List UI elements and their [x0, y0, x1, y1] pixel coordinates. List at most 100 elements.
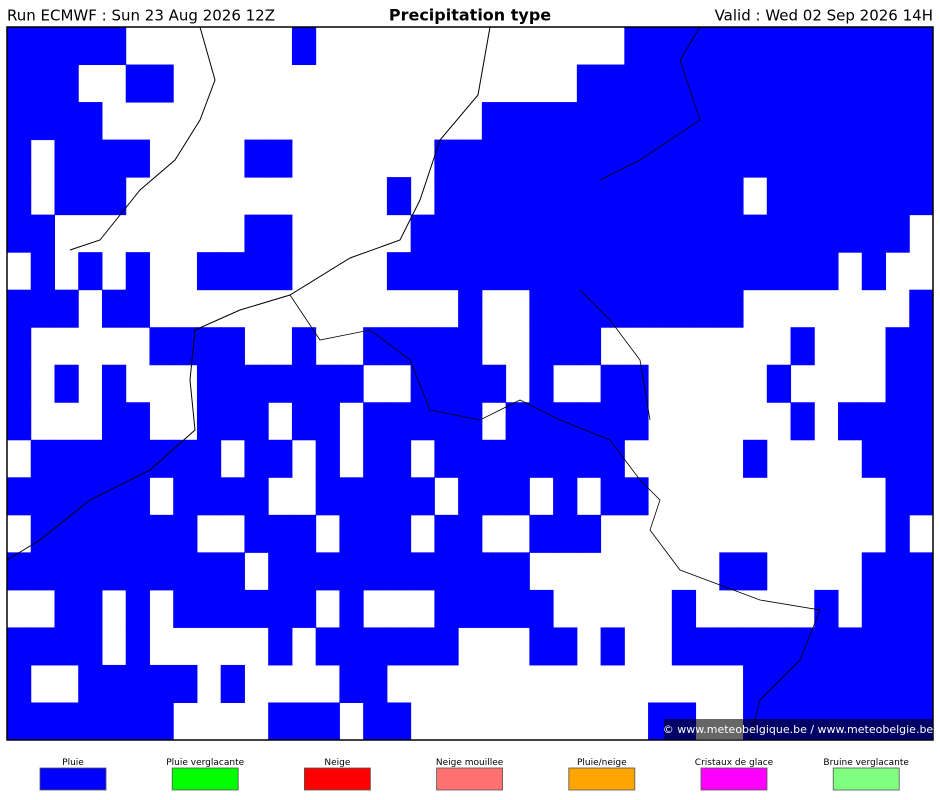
legend-swatch	[832, 767, 900, 791]
rain-cell	[339, 589, 364, 628]
rain-cell	[481, 552, 507, 591]
rain-cell	[458, 552, 483, 591]
rain-cell	[244, 439, 269, 478]
rain-cell	[909, 177, 934, 216]
rain-cell	[766, 102, 792, 141]
rain-cell	[268, 252, 293, 291]
rain-cell	[244, 514, 269, 553]
rain-cell	[909, 477, 934, 516]
rain-cell	[885, 627, 910, 666]
rain-cell	[78, 514, 103, 553]
rain-cell	[600, 102, 625, 141]
rain-cell	[695, 214, 720, 253]
rain-cell	[363, 439, 388, 478]
rain-cell	[386, 477, 412, 516]
rain-cell	[838, 177, 863, 216]
rain-cell	[458, 589, 483, 628]
rain-cell	[386, 702, 412, 741]
copyright: © www.meteobelgique.be / www.meteobelgie…	[663, 723, 934, 736]
rain-cell	[885, 552, 910, 591]
rain-cell	[363, 627, 388, 666]
rain-cell	[600, 439, 625, 478]
rain-cell	[101, 514, 127, 553]
rain-cell	[695, 177, 720, 216]
rain-cell	[648, 139, 673, 178]
rain-cell	[861, 139, 887, 178]
rain-cell	[315, 627, 340, 666]
rain-cell	[125, 289, 150, 328]
rain-cell	[885, 589, 910, 628]
rain-cell	[814, 252, 839, 291]
rain-cell	[268, 514, 293, 553]
rain-cell	[600, 214, 625, 253]
rain-cell	[553, 289, 578, 328]
rain-cell	[7, 102, 32, 141]
rain-cell	[743, 64, 768, 103]
rain-cell	[363, 402, 388, 441]
rain-cell	[458, 252, 483, 291]
rain-cell	[624, 214, 649, 253]
rain-cell	[30, 289, 55, 328]
rain-cell	[885, 477, 910, 516]
rain-cell	[671, 214, 697, 253]
rain-cell	[30, 439, 55, 478]
rain-cell	[30, 64, 55, 103]
rain-cell	[553, 102, 578, 141]
rain-cell	[814, 627, 839, 666]
rain-cell	[339, 364, 364, 403]
legend-label: Pluie/neige	[577, 758, 627, 768]
rain-cell	[790, 664, 815, 703]
rain-cell	[244, 139, 269, 178]
rain-cell	[54, 627, 79, 666]
rain-cell	[30, 514, 55, 553]
rain-cell	[909, 27, 934, 66]
rain-cell	[529, 289, 554, 328]
rain-cell	[624, 477, 649, 516]
rain-cell	[505, 477, 530, 516]
legend-label: Pluie	[62, 758, 84, 768]
rain-cell	[790, 214, 815, 253]
rain-cell	[78, 552, 103, 591]
rain-cell	[885, 102, 910, 141]
rain-cell	[78, 627, 103, 666]
rain-cell	[529, 364, 554, 403]
rain-cell	[7, 664, 32, 703]
rain-cell	[719, 177, 744, 216]
rain-cell	[743, 439, 768, 478]
rain-cell	[101, 664, 127, 703]
rain-cell	[553, 139, 578, 178]
rain-cell	[196, 589, 222, 628]
rain-cell	[125, 702, 150, 741]
rain-cell	[386, 627, 412, 666]
rain-cell	[7, 627, 32, 666]
rain-cell	[149, 439, 174, 478]
legend-label: Neige mouillee	[436, 758, 504, 768]
rain-cell	[576, 139, 602, 178]
rain-cell	[529, 402, 554, 441]
rain-cell	[268, 589, 293, 628]
rain-cell	[814, 214, 839, 253]
rain-cell	[410, 252, 435, 291]
rain-cell	[766, 627, 792, 666]
rain-cell	[54, 27, 79, 66]
rain-cell	[766, 27, 792, 66]
rain-cell	[125, 402, 150, 441]
legend-swatch	[700, 767, 768, 791]
rain-cell	[244, 589, 269, 628]
rain-cell	[885, 664, 910, 703]
rain-cell	[244, 214, 269, 253]
rain-cell	[54, 364, 79, 403]
rain-cell	[885, 177, 910, 216]
rain-cell	[196, 477, 222, 516]
rain-cell	[339, 552, 364, 591]
rain-cell	[291, 364, 317, 403]
rain-cell	[268, 364, 293, 403]
legend-label: Neige	[324, 758, 350, 768]
rain-cell	[671, 139, 697, 178]
rain-cell	[885, 64, 910, 103]
rain-cell	[78, 252, 103, 291]
rain-cell	[434, 589, 459, 628]
rain-cell	[766, 177, 792, 216]
rain-cell	[30, 477, 55, 516]
rain-cell	[671, 177, 697, 216]
